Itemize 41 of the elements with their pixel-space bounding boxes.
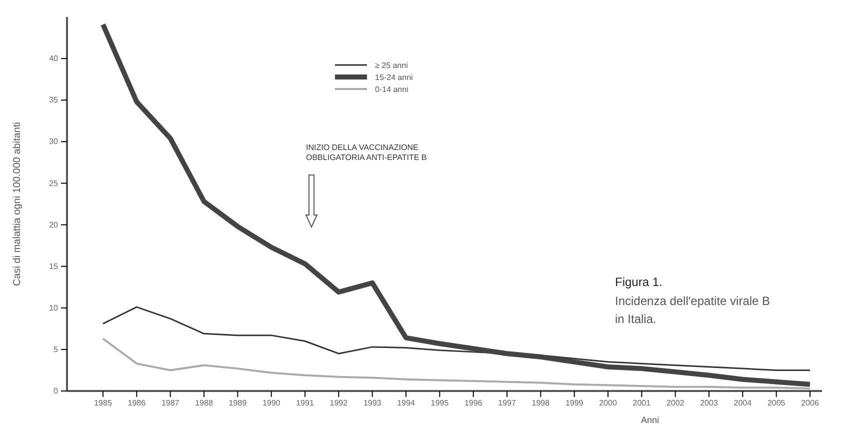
x-tick-label: 1997 — [498, 398, 516, 408]
y-tick-label: 30 — [49, 137, 59, 146]
text: Figura 1. — [615, 275, 662, 289]
legend-label: 15-24 anni — [375, 73, 414, 82]
x-axis-title: Anni — [640, 415, 660, 425]
x-tick-label: 1995 — [430, 398, 450, 408]
x-tick-label: 1985 — [94, 398, 112, 408]
x-tick-label: 1988 — [195, 398, 214, 408]
x-tick-label: 1998 — [532, 398, 550, 408]
x-tick-label: 2001 — [632, 398, 652, 408]
y-axis-title: Casi di malattia ogni 100.000 abitanti — [12, 122, 23, 286]
x-tick-label: 2002 — [666, 398, 685, 408]
line-series — [102, 306, 811, 371]
x-tick-label: 1987 — [161, 398, 180, 408]
x-tick-label: 1993 — [363, 398, 382, 408]
legend-label: 0-14 anni — [375, 85, 409, 94]
y-tick-label: 25 — [49, 178, 59, 188]
x-tick-label: 2004 — [734, 398, 752, 408]
x-tick-label: 2000 — [599, 398, 618, 408]
y-tick-label: 20 — [49, 220, 59, 230]
y-tick-label: 15 — [49, 262, 59, 271]
x-tick-label: 1996 — [464, 398, 483, 408]
legend-label: ≥ 25 anni — [375, 61, 408, 70]
x-tick-label: 1991 — [296, 398, 314, 408]
x-tick-label: 1986 — [128, 398, 146, 408]
y-tick-label: 0 — [54, 386, 59, 396]
x-tick-label: 1994 — [397, 398, 416, 408]
x-tick-label: 2006 — [801, 398, 820, 408]
y-tick-label: 5 — [54, 345, 59, 354]
x-tick-label: 1999 — [565, 398, 584, 408]
x-tick-label: 1990 — [262, 398, 281, 408]
line-series — [102, 338, 811, 390]
y-tick-label: 40 — [49, 54, 59, 64]
x-tick-label: 1989 — [228, 398, 248, 408]
annotation: INIZIO DELLA VACCINAZIONE OBBLIGATORIA ANTI-EPATITE B — [306, 143, 427, 162]
x-tick-label: 2003 — [700, 398, 718, 408]
x-tick-label: 1992 — [330, 398, 348, 408]
y-tick-label: 35 — [49, 96, 59, 105]
text: Incidenza dell'epatite virale B in Italia. — [615, 294, 770, 326]
x-tick-label: 2005 — [767, 398, 786, 408]
y-tick-label: 10 — [49, 303, 59, 312]
